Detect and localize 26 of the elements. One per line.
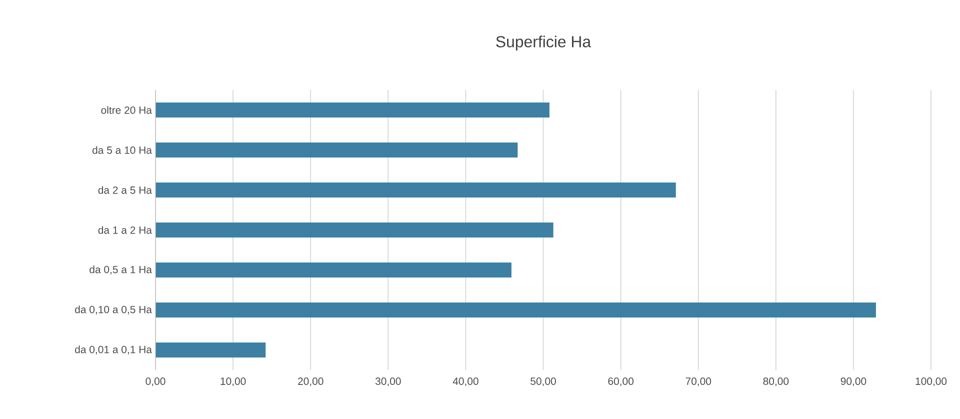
y-tick-label: da 5 a 10 Ha	[92, 146, 152, 154]
x-tick-label: 50,00	[530, 378, 556, 386]
x-tick-label: 90,00	[840, 378, 866, 386]
y-tick-label: da 0,5 a 1 Ha	[90, 266, 152, 274]
bar	[156, 342, 266, 358]
bar	[156, 102, 550, 118]
x-tick-label: 40,00	[452, 378, 478, 386]
bar	[156, 262, 512, 278]
x-tick-label: 10,00	[220, 378, 246, 386]
bar	[156, 222, 554, 238]
y-tick-label: oltre 20 Ha	[101, 106, 152, 114]
bar	[156, 142, 518, 158]
chart-title: Superficie Ha	[496, 36, 592, 51]
x-tick-label: 30,00	[375, 378, 401, 386]
y-tick-label: da 0,01 a 0,1 Ha	[75, 346, 152, 354]
x-tick-label: 80,00	[763, 378, 789, 386]
x-tick-label: 100,00	[916, 378, 947, 386]
x-tick-label: 0,00	[146, 378, 166, 386]
x-tick-label: 70,00	[686, 378, 712, 386]
bar	[156, 302, 876, 318]
bar	[156, 182, 676, 198]
x-tick-label: 60,00	[608, 378, 634, 386]
y-tick-label: da 1 a 2 Ha	[98, 226, 152, 234]
x-tick-label: 20,00	[298, 378, 324, 386]
y-tick-label: da 2 a 5 Ha	[98, 186, 152, 194]
y-tick-label: da 0,10 a 0,5 Ha	[75, 306, 152, 314]
